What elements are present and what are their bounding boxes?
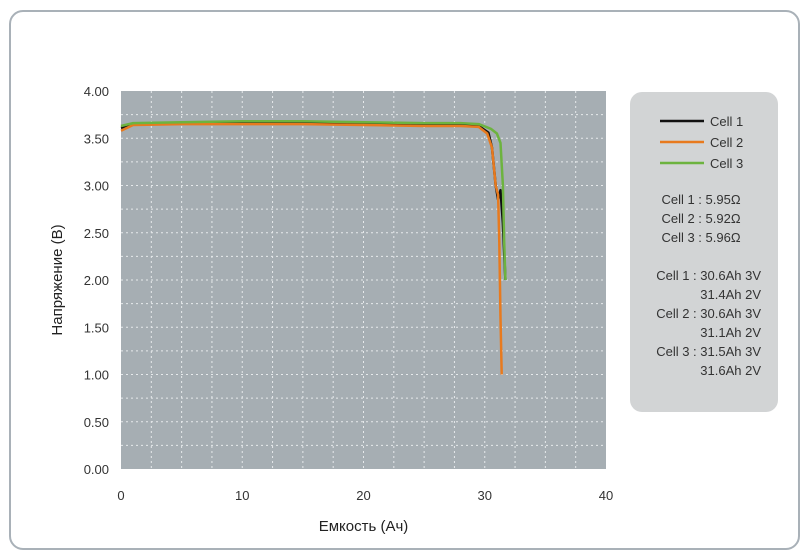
y-tick-label: 0.00 [84,462,109,477]
legend-entry: Cell 3 [710,156,743,171]
resistance-annotation: Cell 2 : 5.92Ω [661,211,740,226]
series-line-cell-3 [120,119,507,281]
series-line-cell-2 [120,122,503,375]
y-tick-label: 1.50 [84,320,109,335]
y-tick-label: 2.00 [84,273,109,288]
x-tick-label: 40 [599,488,613,503]
x-axis-ticks: 0 10 20 30 40 [117,488,613,503]
legend-box [630,92,778,412]
y-tick-label: 3.00 [84,179,109,194]
legend-entry: Cell 2 [710,135,743,150]
y-tick-label: 1.00 [84,368,109,383]
resistance-annotation: Cell 3 : 5.96Ω [661,230,740,245]
y-tick-label: 2.50 [84,226,109,241]
y-tick-label: 4.00 [84,84,109,99]
capacity-annotation: Cell 2 : 30.6Ah 3V [656,306,761,321]
grid-lines [121,91,606,469]
y-axis-ticks: 0.00 0.50 1.00 1.50 2.00 2.50 3.00 3.50 4.00 [84,84,109,477]
legend: Cell 1 Cell 2 Cell 3 Cell 1 : 5.95Ω Cell 2 :… [630,92,778,412]
x-tick-label: 30 [478,488,492,503]
x-tick-label: 20 [356,488,370,503]
capacity-annotation: Cell 3 : 31.5Ah 3V [656,344,761,359]
series-lines [120,119,507,375]
y-tick-label: 0.50 [84,415,109,430]
capacity-annotation: 31.4Ah 2V [700,287,761,302]
resistance-annotation: Cell 1 : 5.95Ω [661,192,740,207]
y-axis-title: Напряжение (В) [49,224,66,335]
capacity-annotation: Cell 1 : 30.6Ah 3V [656,268,761,283]
x-tick-label: 0 [117,488,124,503]
legend-entry: Cell 1 [710,114,743,129]
capacity-annotation: 31.6Ah 2V [700,363,761,378]
x-tick-label: 10 [235,488,249,503]
x-axis-title: Емкость (Ач) [319,518,409,535]
capacity-annotation: 31.1Ah 2V [700,325,761,340]
y-tick-label: 3.50 [84,131,109,146]
